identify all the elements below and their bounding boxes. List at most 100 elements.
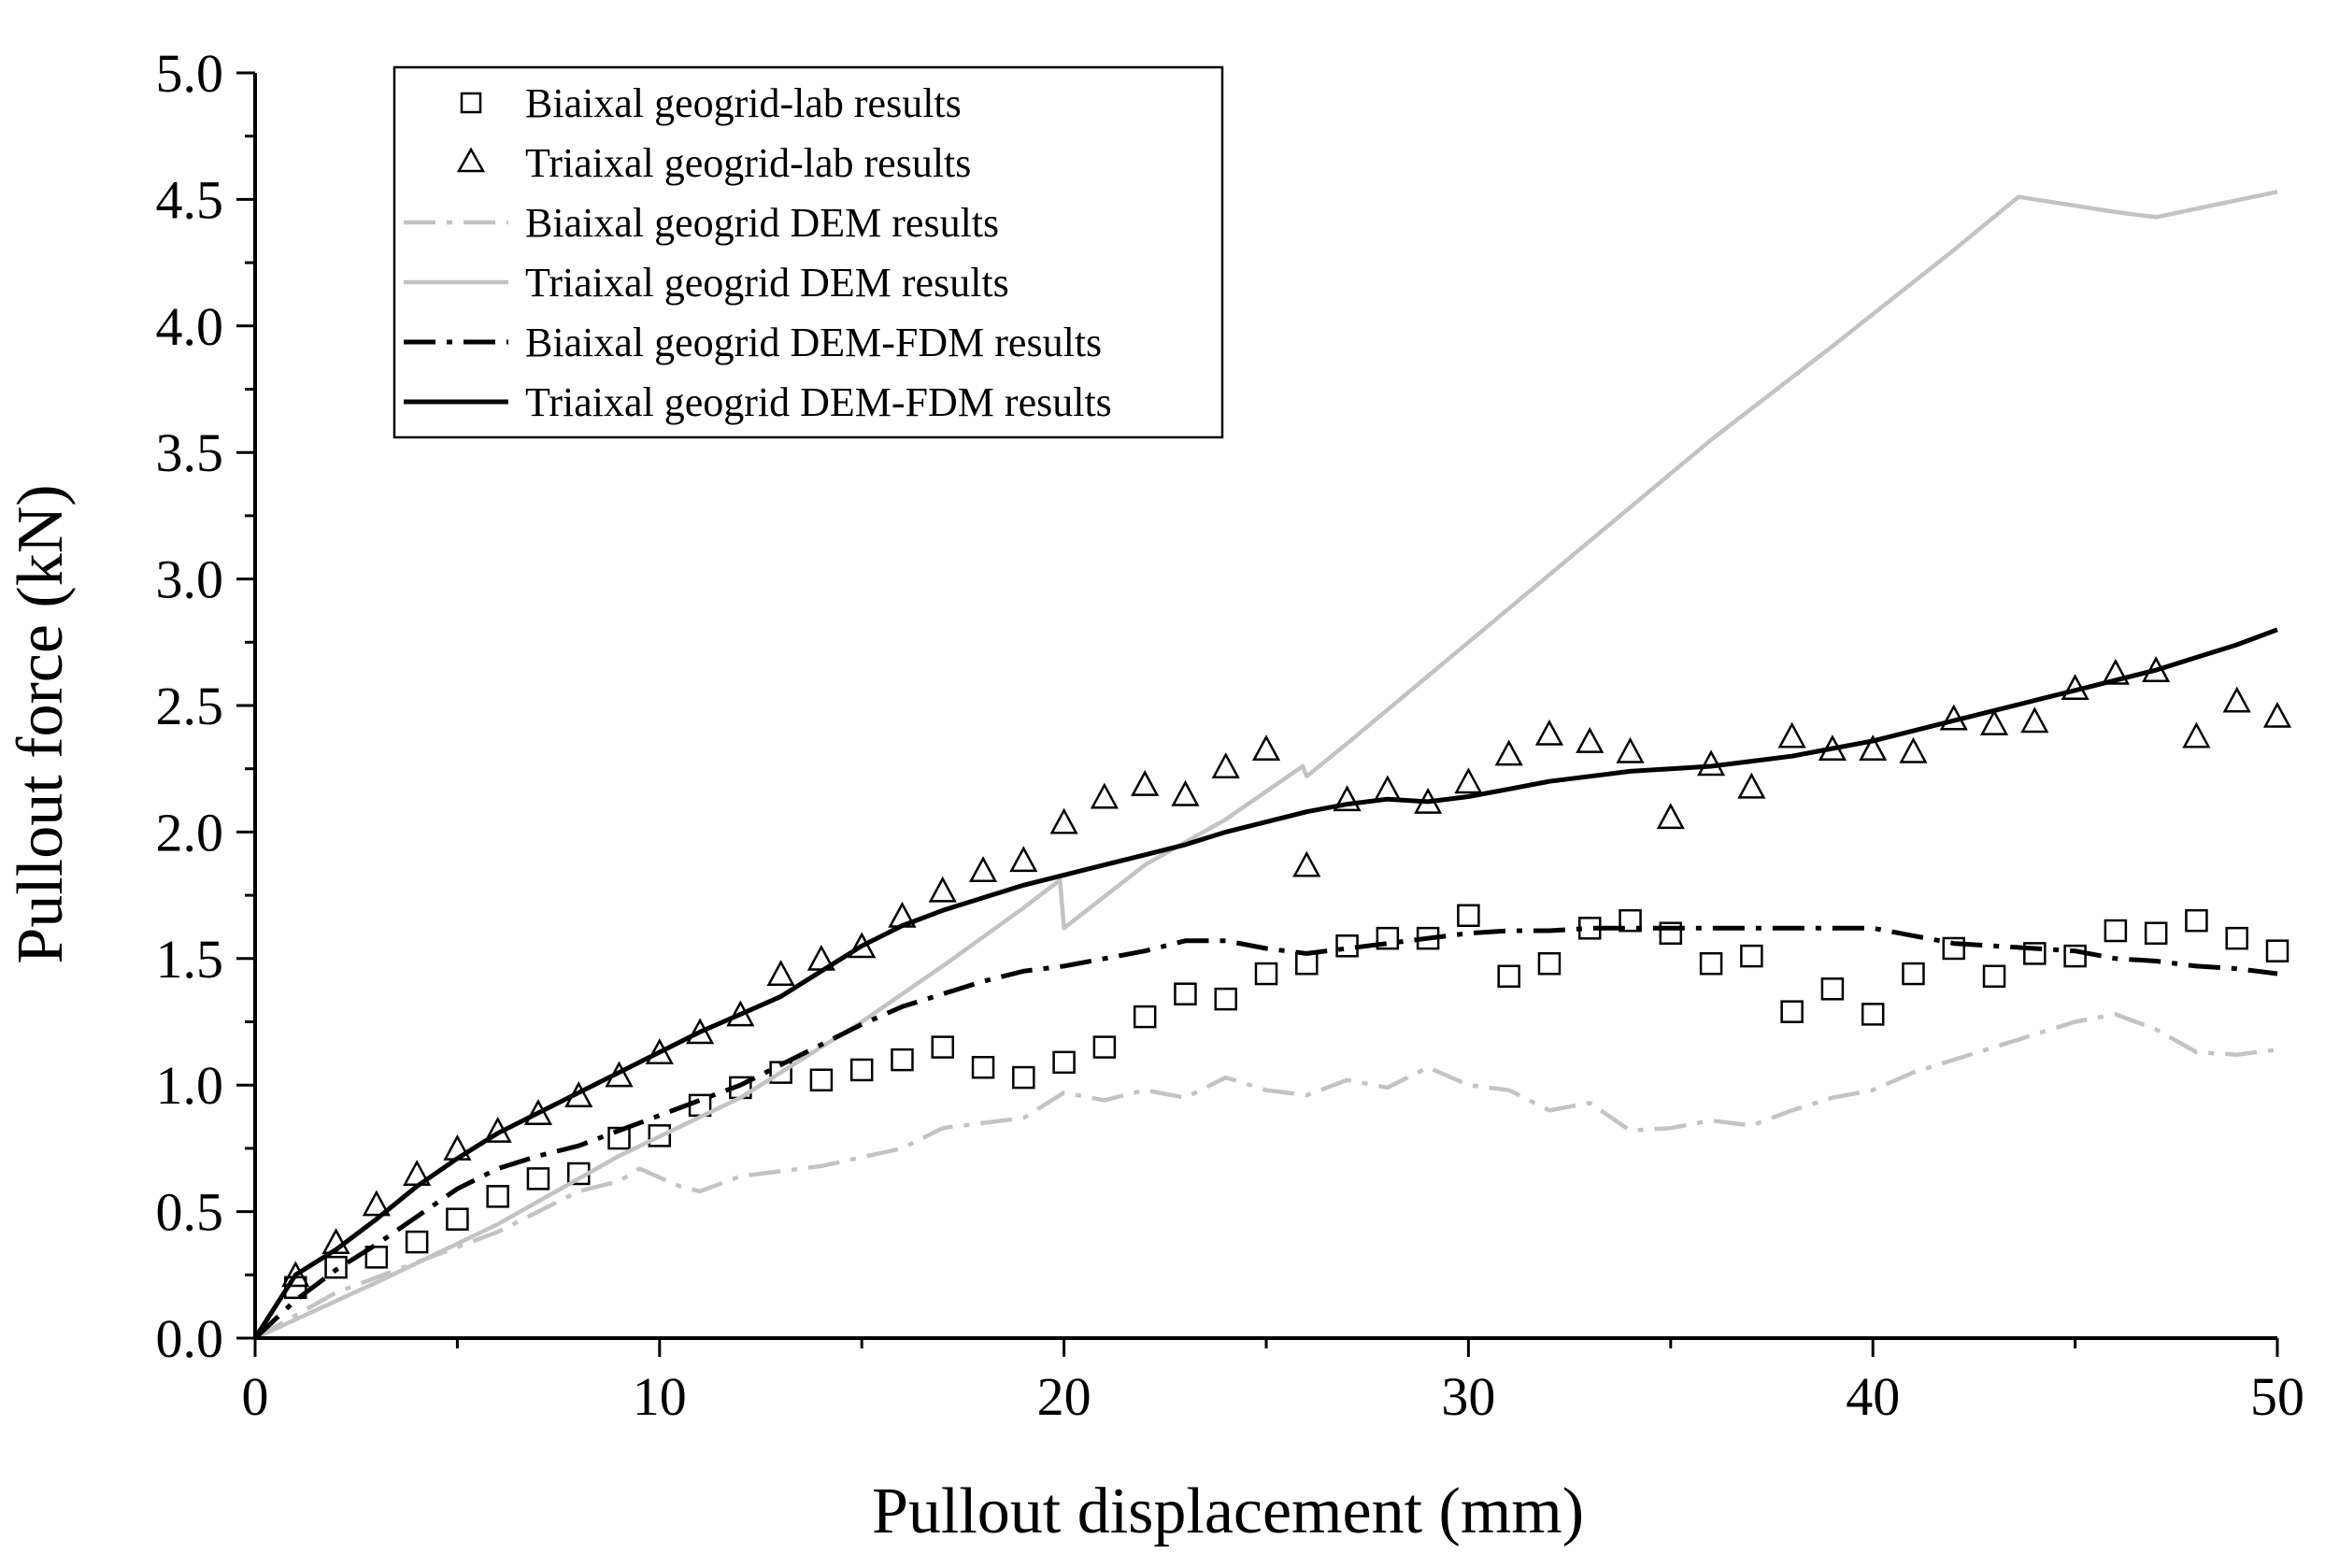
legend-label: Triaixal geogrid-lab results: [525, 140, 971, 186]
data-point-triangle: [321, 1228, 350, 1255]
data-point-square: [1295, 951, 1319, 976]
data-point-triangle: [968, 856, 998, 882]
data-point-square: [1335, 934, 1359, 958]
series-line-series-5: [253, 925, 2278, 1340]
y-tick-label: 4.0: [156, 296, 224, 357]
data-point-square: [1052, 1050, 1076, 1075]
data-point-triangle: [645, 1038, 674, 1064]
data-point-triangle: [1373, 775, 1402, 802]
series-line-series-4: [254, 190, 2278, 1341]
data-point-triangle: [1737, 772, 1766, 799]
y-axis-title: Pullout force (kN): [5, 484, 77, 963]
y-tick-label: 4.5: [156, 169, 224, 230]
data-point-triangle: [281, 1261, 310, 1288]
data-point-square: [1457, 904, 1480, 928]
data-point-square: [2063, 944, 2087, 968]
data-point-triangle: [1009, 846, 1038, 873]
data-point-square: [2225, 926, 2248, 950]
data-point-square: [1659, 921, 1683, 945]
data-point-square: [2265, 939, 2289, 962]
legend-label: Triaixal geogrid DEM results: [525, 260, 1009, 306]
data-point-triangle: [2182, 721, 2211, 748]
data-point-square: [1092, 1035, 1117, 1059]
data-point-triangle: [1211, 752, 1240, 778]
data-point-triangle: [523, 1099, 553, 1125]
data-point-triangle: [1131, 770, 1160, 796]
legend: Biaixal geogrid-lab results Triaixal geog…: [392, 65, 1224, 439]
data-point-square: [1174, 982, 1197, 1005]
data-point-triangle: [928, 876, 957, 903]
y-tick-label: 2.5: [156, 676, 224, 736]
data-point-square: [2023, 942, 2047, 965]
data-point-square: [1214, 987, 1237, 1011]
legend-symbol-triangle: [456, 147, 486, 173]
data-point-square: [2185, 908, 2208, 933]
data-point-square: [1902, 962, 1925, 986]
data-point-square: [1699, 951, 1723, 976]
data-point-square: [1780, 1000, 1804, 1023]
data-point-square: [1537, 951, 1562, 976]
data-point-triangle: [2101, 658, 2130, 685]
data-point-triangle: [2222, 686, 2251, 713]
x-tick-label: 20: [1037, 1366, 1091, 1427]
x-tick-label: 0: [242, 1366, 269, 1427]
y-tick-label: 0.5: [156, 1182, 224, 1243]
data-point-triangle: [1333, 785, 1362, 812]
data-point-triangle: [2262, 701, 2292, 728]
data-point-triangle: [848, 932, 877, 959]
legend-label: Triaixal geogrid DEM-FDM results: [525, 379, 1112, 425]
data-point-square: [1133, 1005, 1157, 1029]
data-point-square: [1376, 926, 1400, 950]
data-point-triangle: [1251, 734, 1281, 761]
series-line-series-6: [252, 627, 2278, 1340]
data-point-square: [607, 1126, 631, 1150]
data-point-triangle: [1576, 726, 1605, 753]
x-tick-label: 50: [2250, 1366, 2304, 1427]
data-point-square: [809, 1068, 834, 1092]
data-point-triangle: [1656, 803, 1685, 830]
data-point-triangle: [1049, 807, 1078, 834]
data-point-triangle: [1979, 709, 2009, 735]
y-tick-label: 1.0: [156, 1055, 224, 1116]
data-point-square: [486, 1185, 509, 1208]
data-point-square: [2104, 919, 2128, 943]
data-point-square: [849, 1058, 874, 1082]
y-tick-label: 5.0: [156, 43, 224, 104]
data-point-square: [2144, 921, 2168, 945]
data-point-square: [971, 1055, 995, 1079]
data-point-square: [891, 1048, 914, 1072]
data-point-triangle: [362, 1190, 391, 1217]
legend-box: [392, 65, 1224, 439]
data-point-square: [1861, 1003, 1885, 1026]
legend-label: Biaixal geogrid DEM results: [525, 200, 999, 246]
data-point-triangle: [1494, 739, 1523, 766]
data-point-triangle: [1777, 721, 1806, 748]
data-point-square: [1982, 964, 2006, 989]
x-tick-label: 40: [1846, 1366, 1900, 1427]
data-point-square: [1012, 1065, 1035, 1090]
data-point-square: [1820, 977, 1845, 1001]
x-axis-title: Pullout displacement (mm): [872, 1475, 1584, 1547]
data-point-triangle: [766, 960, 795, 987]
ticks-layer: 0 10 20 30 40 50 0.0 0.5 1.0 1.5 2.0 2.5 3.0 3.5 4.0 4.…: [156, 43, 2305, 1427]
data-point-square: [364, 1246, 389, 1269]
data-point-triangle: [1899, 736, 1928, 763]
data-point-square: [1740, 944, 1763, 968]
data-point-square: [446, 1207, 469, 1231]
data-point-square: [405, 1230, 429, 1254]
x-tick-label: 30: [1441, 1366, 1495, 1427]
series-line-series-3: [253, 1012, 2278, 1340]
legend-symbol-square: [460, 92, 482, 114]
y-tick-label: 2.0: [156, 802, 224, 862]
data-point-triangle: [2020, 706, 2049, 734]
data-point-triangle: [1454, 767, 1483, 794]
legend-label: Biaixal geogrid DEM-FDM results: [525, 320, 1102, 365]
data-point-triangle: [1534, 719, 1564, 746]
data-point-triangle: [1859, 734, 1888, 761]
legend-label: Biaixal geogrid-lab results: [525, 80, 962, 126]
data-point-square: [1254, 962, 1278, 986]
data-point-square: [931, 1035, 955, 1059]
data-point-square: [1942, 936, 1966, 961]
